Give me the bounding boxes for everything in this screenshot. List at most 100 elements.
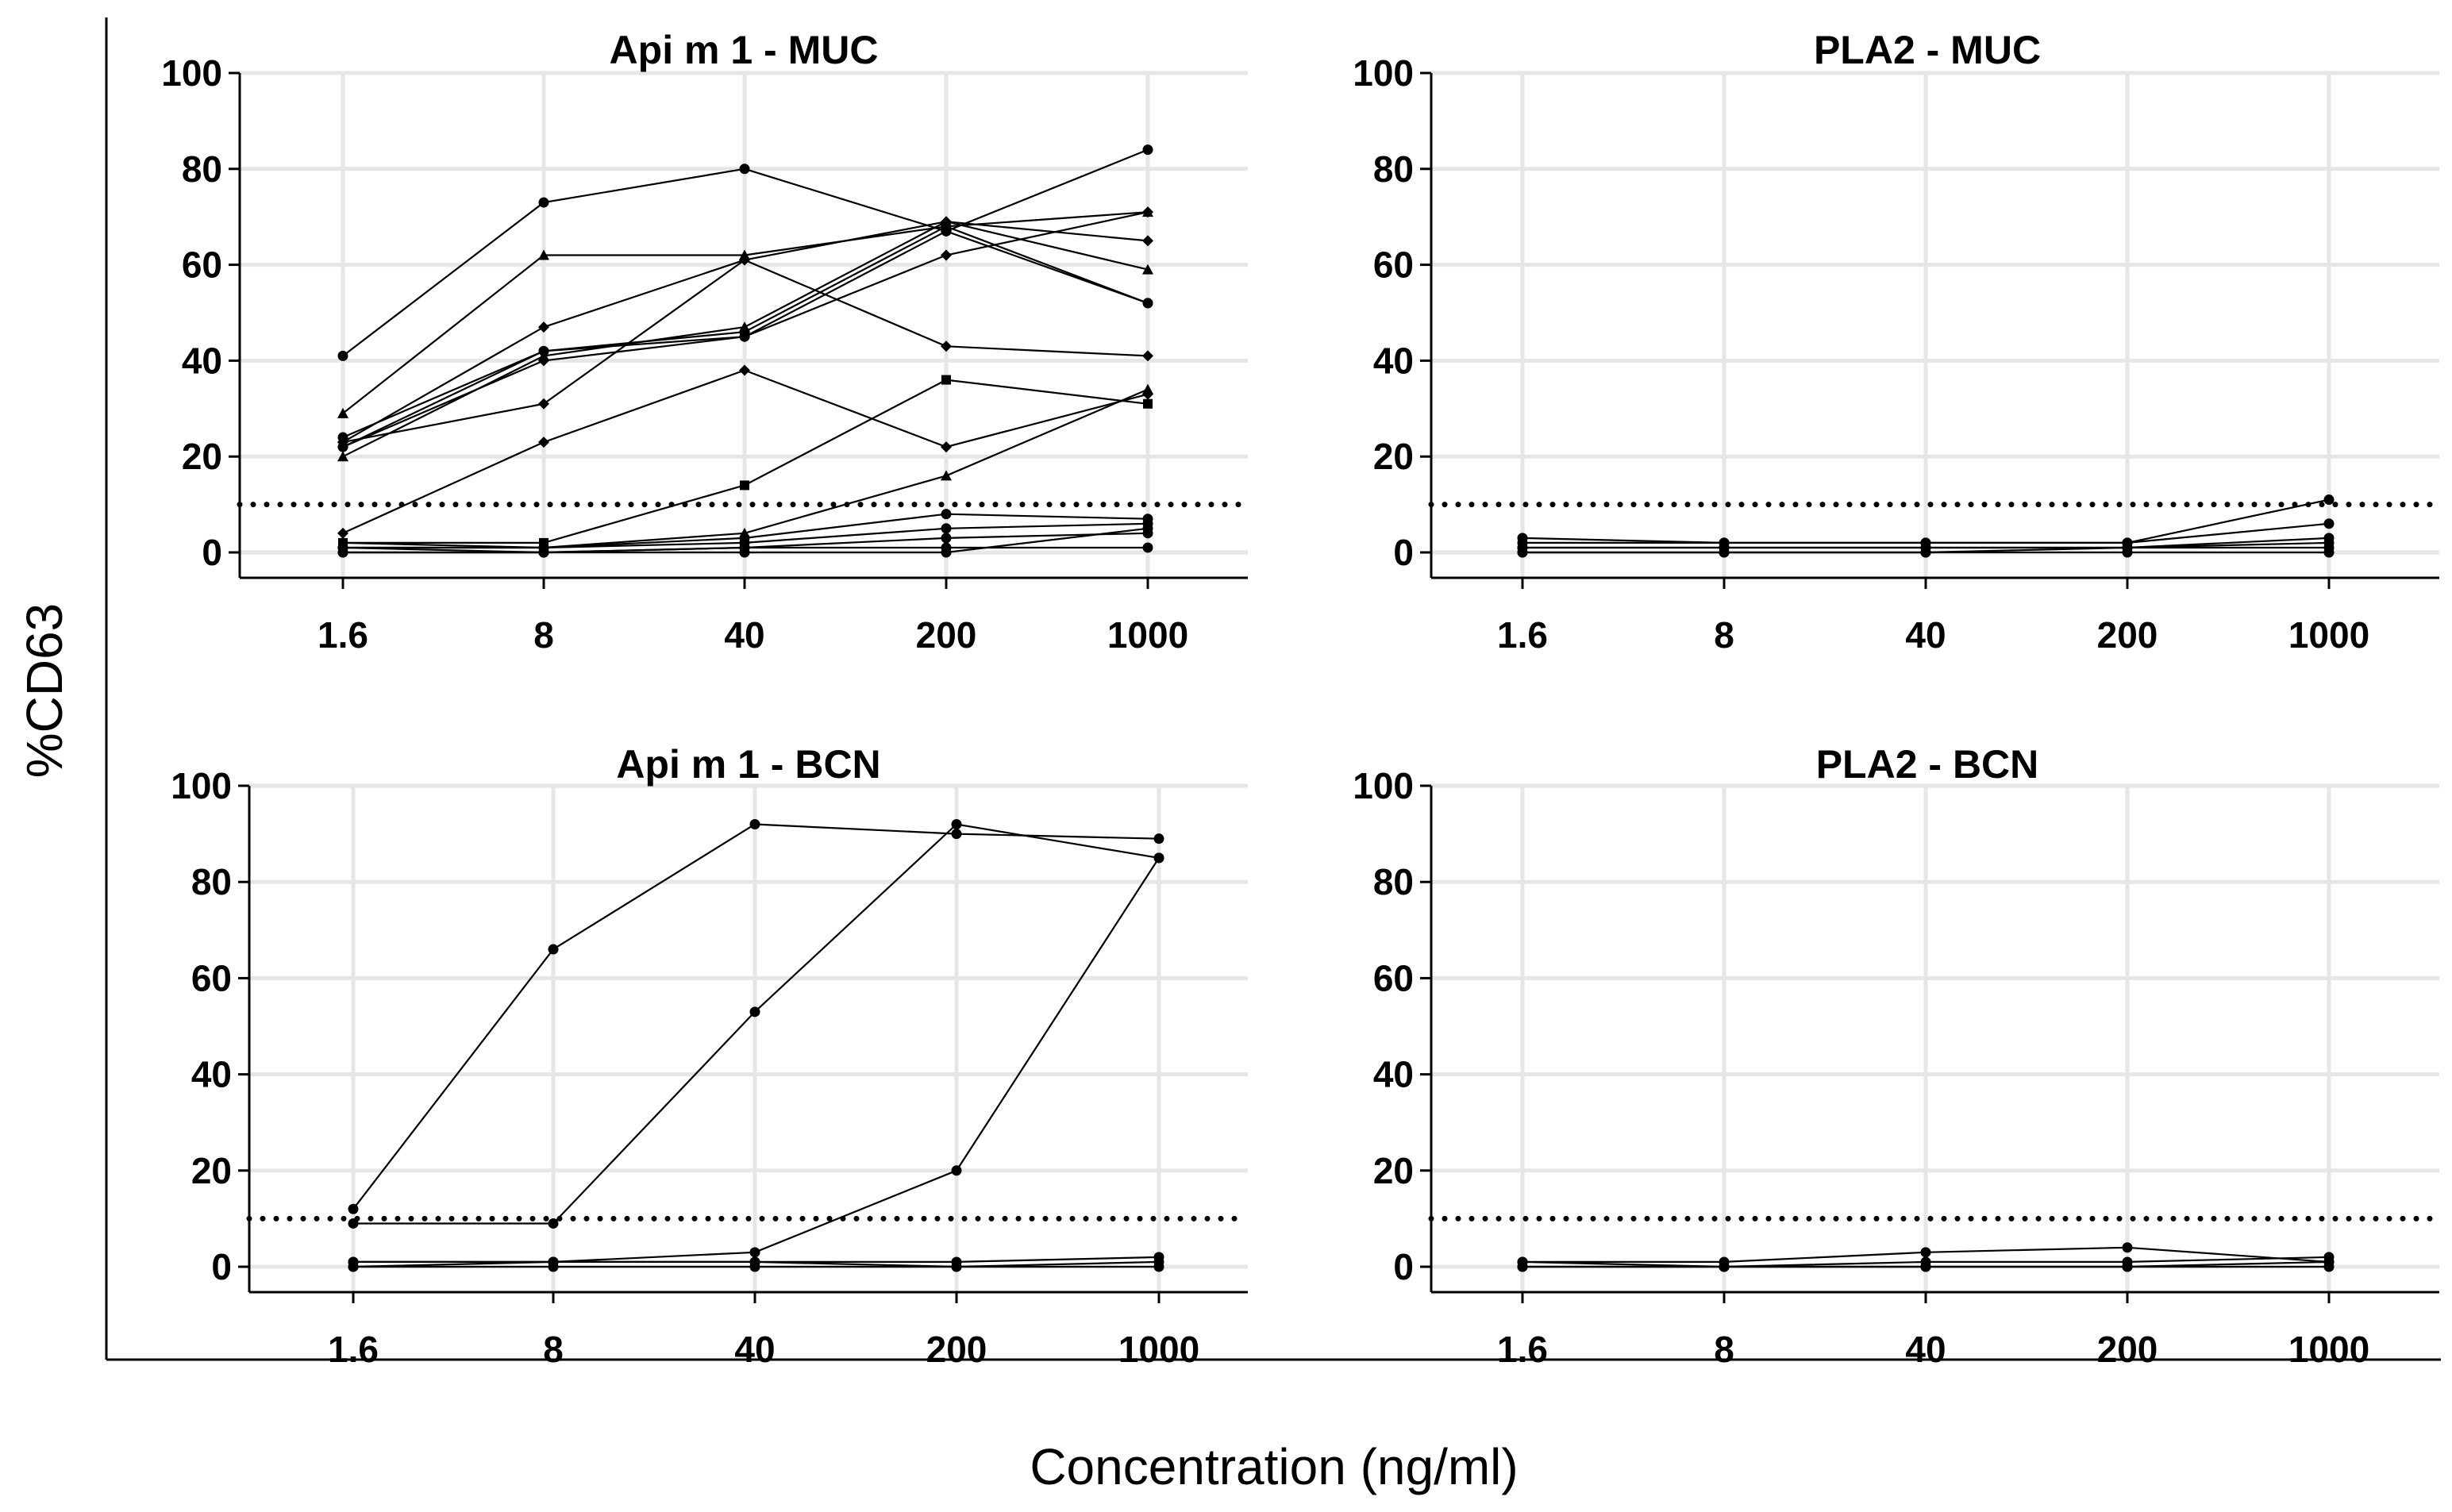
x-tick-label: 200	[916, 614, 977, 656]
data-point	[538, 197, 549, 208]
data-point	[941, 375, 951, 385]
y-tick-label: 80	[1373, 148, 1414, 190]
data-point	[1142, 264, 1153, 275]
data-point	[1142, 523, 1153, 534]
data-point	[348, 1218, 359, 1229]
data-point	[538, 345, 549, 356]
data-point	[740, 480, 749, 491]
y-tick-label: 100	[1353, 765, 1414, 806]
x-tick-label: 8	[1714, 614, 1734, 656]
panel-title: PLA2 - BCN	[1816, 742, 2039, 787]
data-point	[337, 527, 348, 539]
data-point	[941, 340, 952, 352]
x-tick-label: 1000	[2288, 1329, 2369, 1370]
y-tick-label: 20	[191, 1150, 232, 1191]
data-point	[1153, 833, 1164, 844]
data-point	[951, 829, 962, 840]
y-tick-label: 100	[171, 765, 232, 806]
data-point	[749, 818, 760, 829]
data-point	[538, 437, 549, 448]
data-point	[538, 547, 549, 558]
data-point	[337, 451, 348, 462]
data-point	[1143, 398, 1153, 409]
data-point	[337, 350, 348, 361]
x-tick-label: 1000	[1118, 1329, 1199, 1370]
data-point	[749, 1006, 760, 1018]
x-tick-label: 40	[734, 1329, 775, 1370]
data-point	[749, 1261, 760, 1272]
data-point	[1142, 298, 1153, 309]
data-point	[941, 533, 952, 544]
data-point	[941, 441, 952, 453]
data-point	[1142, 235, 1153, 247]
data-point	[739, 164, 750, 175]
x-axis-title: Concentration (ng/ml)	[1030, 1438, 1518, 1495]
x-tick-label: 8	[533, 614, 554, 656]
x-tick-label: 1.6	[318, 614, 368, 656]
y-tick-label: 80	[191, 861, 232, 902]
data-point	[2122, 547, 2133, 558]
data-point	[2323, 1261, 2335, 1272]
x-tick-label: 1000	[1107, 614, 1188, 656]
data-point	[1920, 547, 1931, 558]
y-tick-label: 20	[1373, 436, 1414, 477]
data-point	[548, 1218, 559, 1229]
data-point	[941, 509, 952, 520]
x-tick-label: 200	[926, 1329, 987, 1370]
y-tick-label: 80	[1373, 861, 1414, 902]
y-tick-label: 60	[191, 957, 232, 998]
y-tick-label: 20	[182, 436, 222, 477]
data-point	[941, 470, 952, 481]
x-tick-label: 8	[543, 1329, 564, 1370]
data-point	[348, 1261, 359, 1272]
data-point	[1719, 547, 1730, 558]
panel-api-m1-bcn: 0 20 40 60 80 100 1.6 8 40 200 1000 Api m 1 - BCN	[171, 742, 1251, 1370]
data-point	[1920, 1261, 1931, 1272]
data-point	[548, 1261, 559, 1272]
data-point	[1142, 206, 1153, 218]
data-point	[1142, 350, 1153, 362]
data-point	[739, 547, 750, 558]
y-tick-label: 100	[161, 52, 222, 94]
y-tick-label: 40	[1373, 340, 1414, 381]
panel-pla2-muc: 0 20 40 60 80 100 1.6 8 40 200 1000 PLA2 - MUC	[1353, 28, 2442, 656]
y-tick-label: 40	[182, 340, 222, 381]
data-point	[1920, 1247, 1931, 1258]
y-tick-label: 40	[191, 1054, 232, 1095]
x-tick-label: 40	[1905, 1329, 1946, 1370]
data-point	[1142, 383, 1153, 394]
data-point	[337, 407, 348, 418]
data-point	[348, 1203, 359, 1214]
y-tick-label: 40	[1373, 1054, 1414, 1095]
data-point	[2122, 1242, 2133, 1253]
data-point	[739, 364, 750, 376]
data-point	[941, 547, 952, 558]
panel-pla2-bcn: 0 20 40 60 80 100 1.6 8 40 200 1000 PLA2 - BCN	[1353, 742, 2442, 1370]
y-tick-label: 20	[1373, 1150, 1414, 1191]
y-tick-label: 80	[182, 148, 222, 190]
data-point	[1719, 1261, 1730, 1272]
data-point	[337, 437, 348, 448]
y-tick-label: 0	[1393, 532, 1414, 573]
data-point	[1142, 144, 1153, 156]
data-point	[1517, 1261, 1528, 1272]
x-tick-label: 40	[724, 614, 764, 656]
y-tick-label: 60	[1373, 957, 1414, 998]
y-tick-label: 0	[211, 1246, 232, 1287]
data-point	[1142, 542, 1153, 553]
panel-title: Api m 1 - MUC	[610, 28, 879, 72]
data-point	[941, 216, 952, 227]
data-point	[538, 249, 549, 260]
data-point	[538, 321, 549, 333]
y-tick-label: 60	[182, 244, 222, 286]
data-point	[951, 1165, 962, 1176]
data-point	[1153, 1261, 1164, 1272]
data-point	[548, 944, 559, 955]
x-tick-label: 40	[1905, 614, 1946, 656]
y-tick-label: 100	[1353, 52, 1414, 94]
data-point	[2323, 494, 2335, 506]
data-point	[1517, 547, 1528, 558]
panel-title: PLA2 - MUC	[1814, 28, 2041, 72]
panel-title: Api m 1 - BCN	[616, 742, 880, 787]
